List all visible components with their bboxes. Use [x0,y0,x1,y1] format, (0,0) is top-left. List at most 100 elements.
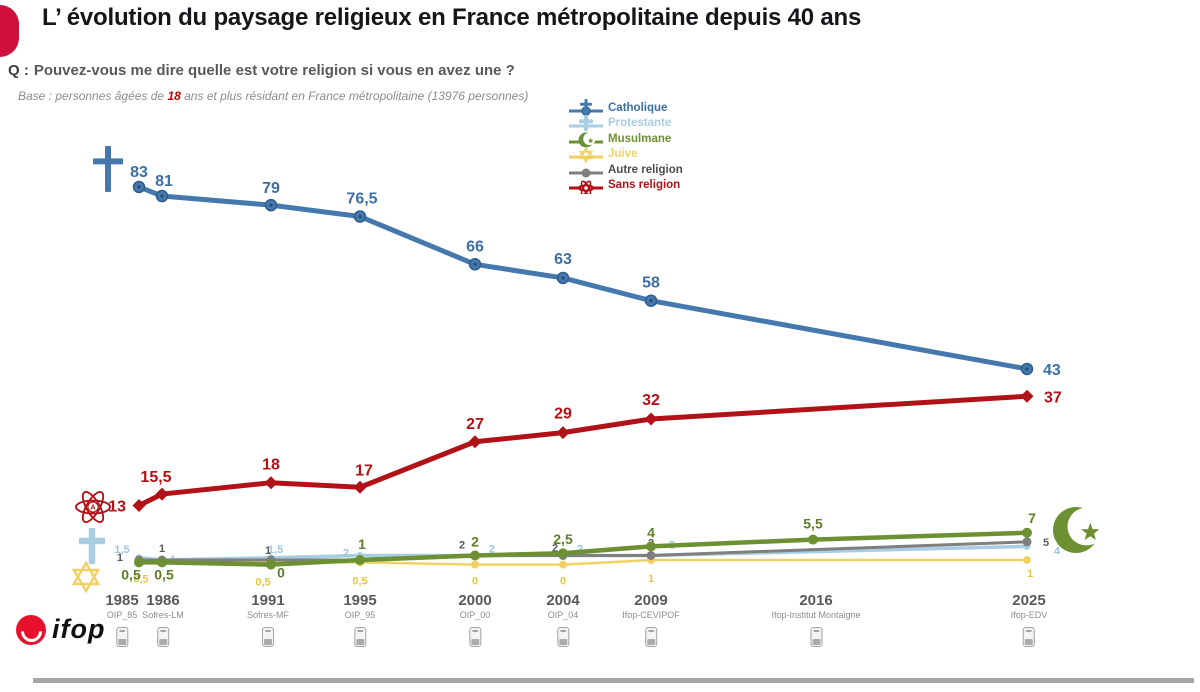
series-catholique: 83 81 79 76,5 66 63 58 43 [130,164,1061,379]
ifop-logo-text: ifop [52,614,106,644]
bottom-divider [33,678,1194,683]
axis-col-1985: 1985 OIP_85 [105,592,139,647]
axis-year-label: 2025 [1012,592,1046,609]
value-label: 63 [554,251,572,268]
data-point [1023,542,1031,550]
axis-source-label: OIP_95 [344,610,376,620]
value-label: 2 [577,544,583,556]
legend-label: Musulmane [608,132,672,145]
value-label: 83 [130,164,148,181]
data-point [471,552,479,559]
svg-text:A: A [90,503,95,511]
data-point [556,271,570,285]
data-point [267,558,275,567]
axis-col-2004: 2004 OIP_04 [546,592,580,647]
value-label: 29 [554,406,572,423]
phone-survey-icon [557,627,569,647]
value-label: 76,5 [346,191,377,208]
value-label: 18 [262,457,280,474]
value-label: 0 [472,576,478,588]
value-label: 1 [358,536,366,552]
value-label: 2 [552,543,558,555]
data-point [1023,556,1031,565]
axis-source-label: Sofres-MF [246,610,290,620]
axis-source-label: Ifop-EDV [1010,610,1048,620]
value-label: 0 [277,565,285,581]
data-point [559,552,567,559]
ifop-logo: ifop [16,614,105,645]
phone-survey-icon [156,627,169,647]
base-highlight: 18 [167,89,181,103]
legend-label: Protestante [608,117,672,130]
value-label: 17 [355,462,373,479]
value-label: 4 [647,524,655,540]
data-point [1020,362,1034,376]
phone-survey-icon [1022,627,1035,647]
axis-col-2009: 2009 Ifop-CEVIPOF [622,592,680,647]
value-label: 5 [1043,537,1049,549]
value-label: 13 [108,498,126,515]
phone-survey-icon [116,627,128,647]
value-label: 1,5 [114,544,129,556]
data-point [1022,537,1032,547]
cross-icon [569,115,603,132]
base-suffix: ans et plus résidant en France métropoli… [180,89,529,103]
series-juive: 0,5 0,5 0,5 0 0 1 1 [133,556,1033,588]
value-label: 79 [262,180,280,197]
data-point [264,476,278,490]
data-point [134,557,144,568]
legend-label: Sans religion [608,179,681,192]
phone-survey-icon [469,627,481,647]
data-point [266,559,276,570]
value-label: 0,5 [133,573,148,585]
value-label: 0,5 [154,566,174,582]
legend-label: Juive [608,148,638,161]
value-label: 2 [648,538,654,550]
phone-survey-icon [644,627,657,647]
axis-col-1991: 1991 Sofres-MF [247,592,289,647]
value-label: 0,5 [255,576,270,588]
value-label: 2 [489,544,495,556]
value-label: 1 [170,554,176,566]
axis-year-label: 1991 [251,592,285,609]
atheism-atom-icon: A [75,490,111,524]
data-point [135,558,143,567]
value-label: 4 [1054,545,1061,557]
axis-source-label: OIP_00 [459,610,491,620]
axis-year-label: 2004 [546,592,580,609]
axis-source-label: Ifop-Institut Montaigne [771,610,861,620]
axis-year-label: 2000 [458,592,492,609]
data-point [471,560,479,569]
axis-year-label: 1985 [105,592,139,609]
data-point [646,551,656,560]
value-label: 0 [560,576,566,588]
legend-item-musulmane: Musulmane [566,131,683,148]
star-of-david-icon [569,146,603,164]
dot-icon [569,168,603,178]
value-label: 2 [669,540,675,552]
axis-year-label: 1986 [146,592,180,609]
data-point [356,558,364,567]
page-title: L’ évolution du paysage religieux en Fra… [42,4,862,31]
axis-year-label: 2009 [634,592,668,609]
axis-source-label: OIP_04 [547,610,579,620]
legend-item-protestante: Protestante [566,115,683,132]
phone-survey-icon [354,627,366,647]
axis-col-1986: 1986 Sofres-LM [142,592,184,647]
series-sans-religion: 13 15,5 18 17 27 29 32 37 [108,389,1062,515]
data-point [468,435,482,449]
data-point [559,560,567,569]
value-label: 37 [1044,389,1062,406]
data-point [644,412,658,426]
data-point [556,426,570,440]
data-point [132,180,146,194]
value-label: 66 [466,238,484,255]
phone-survey-icon [261,627,274,647]
value-label: 1 [1027,568,1033,580]
value-label: 0,5 [352,575,367,587]
crucifix-icon [93,146,123,192]
value-label: 2,5 [553,531,573,547]
series-protestante: 1,511,5 2 2 2 2 4 [114,540,1061,567]
ifop-logo-mark-icon [16,614,46,645]
